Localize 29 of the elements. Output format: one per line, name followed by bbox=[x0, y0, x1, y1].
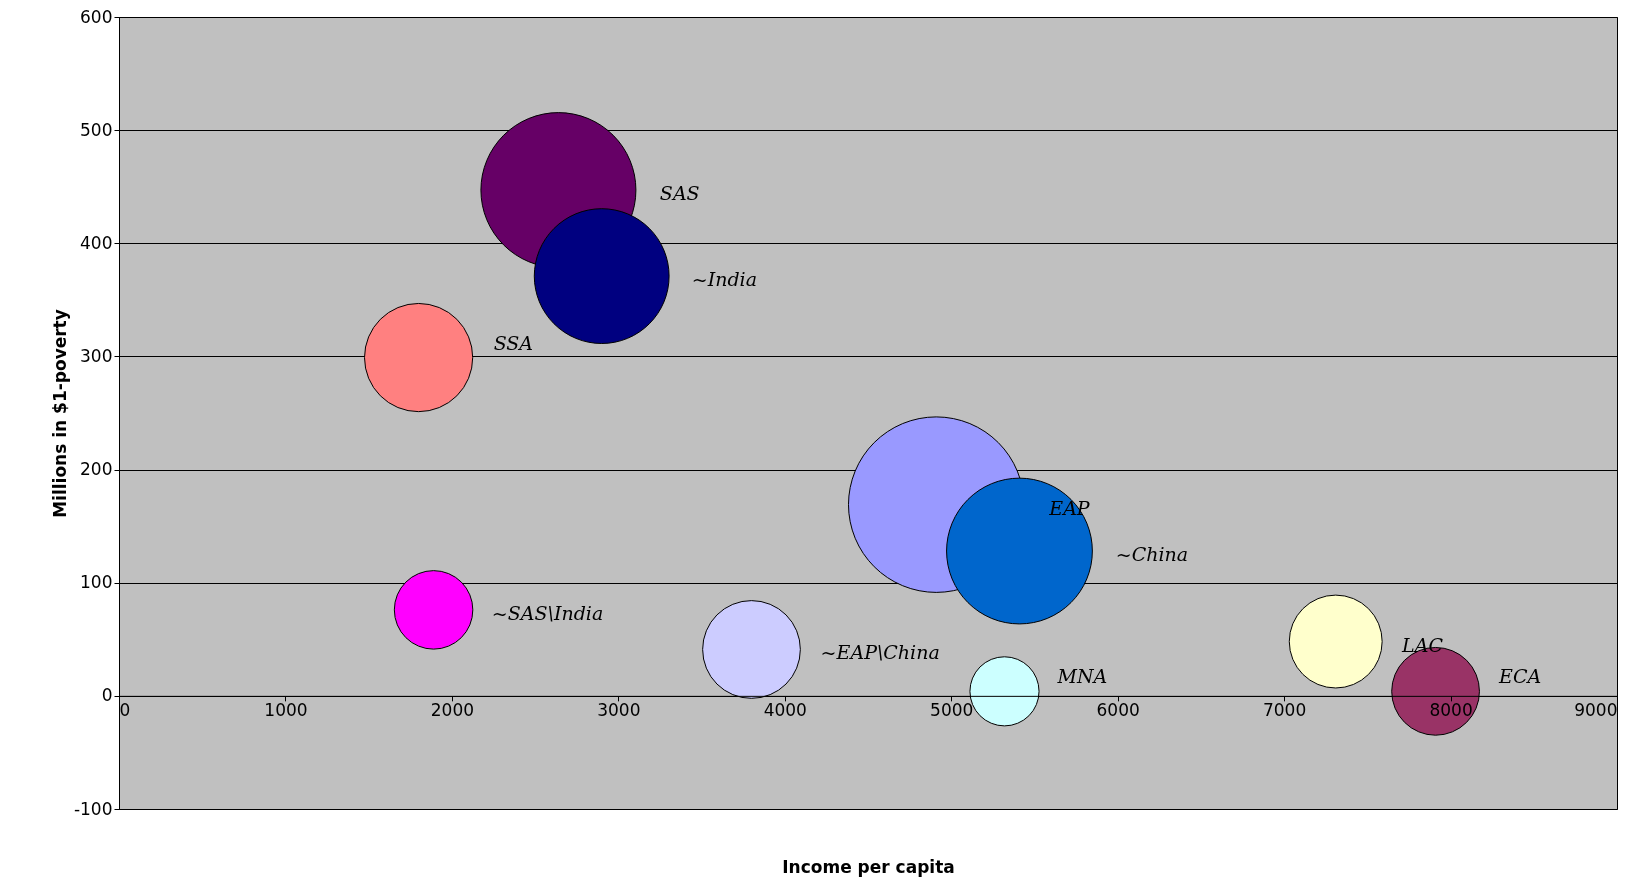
x-tick-label: 4000 bbox=[763, 700, 807, 721]
series-label: ~SAS\India bbox=[491, 601, 604, 624]
series-label: MNA bbox=[1056, 665, 1108, 688]
x-tick-label: 6000 bbox=[1096, 700, 1140, 721]
series-label: SSA bbox=[493, 331, 534, 354]
x-tick-label: 9000 bbox=[1574, 700, 1618, 721]
y-tick-label: 500 bbox=[80, 119, 113, 140]
y-tick-label: -100 bbox=[73, 798, 113, 819]
y-tick-label: 300 bbox=[80, 345, 113, 366]
series-label: LAC bbox=[1401, 633, 1444, 656]
y-tick-label: 600 bbox=[80, 6, 113, 27]
y-tick-label: 400 bbox=[80, 232, 113, 253]
x-tick-label: 2000 bbox=[430, 700, 475, 721]
y-tick-label: 200 bbox=[80, 459, 113, 480]
y-tick-label: 0 bbox=[101, 685, 113, 706]
series-label: ~China bbox=[1115, 543, 1189, 566]
series-label: ECA bbox=[1498, 665, 1542, 688]
series-label: SAS bbox=[659, 182, 700, 205]
x-tick-label: 1000 bbox=[264, 700, 308, 721]
series-label: ~India bbox=[691, 268, 757, 291]
x-tick-label: 5000 bbox=[930, 700, 974, 721]
x-tick-label: 0 bbox=[119, 700, 131, 721]
series-label: ~EAP\China bbox=[820, 641, 940, 664]
y-tick-label: 100 bbox=[80, 572, 113, 593]
x-tick-label: 7000 bbox=[1262, 700, 1307, 721]
y-axis-title: Millions in $1-poverty bbox=[49, 309, 70, 518]
x-tick-label: 3000 bbox=[597, 700, 641, 721]
x-axis-title: Income per capita bbox=[782, 856, 955, 877]
x-tick-label: 8000 bbox=[1429, 700, 1473, 721]
